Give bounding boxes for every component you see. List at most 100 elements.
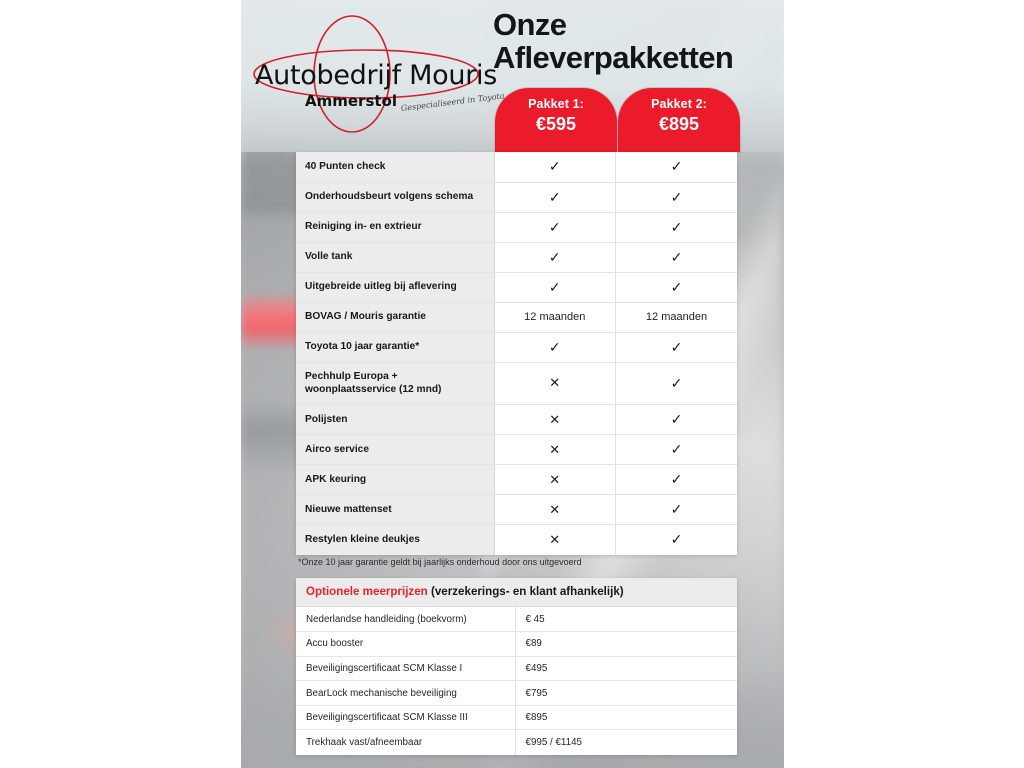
option-name: Trekhaak vast/afneembaar [296,729,516,755]
feature-value-p1: ✕ [494,524,616,555]
table-row: Beveiligingscertificaat SCM Klasse I €495 [296,656,737,682]
check-icon: ✓ [670,248,683,265]
option-price: €995 / €1145 [525,737,582,749]
table-row: Airco service ✕ ✓ [296,434,737,466]
feature-label: Restylen kleine deukjes [296,524,495,555]
optional-prices-table: Nederlandse handleiding (boekvorm) € 45 Ac… [296,607,737,755]
feature-value-p2: ✓ [615,494,737,526]
check-icon: ✓ [548,278,561,295]
feature-label: Volle tank [296,242,495,273]
feature-label: APK keuring [296,464,495,496]
feature-value-p1: ✓ [494,212,616,243]
logo-company-name: Autobedrijf Mouris [255,60,497,91]
check-icon: ✓ [548,218,561,235]
feature-label: Nieuwe mattenset [296,494,495,526]
check-icon: ✓ [670,411,683,428]
feature-label: Reiniging in- en extrieur [296,212,495,243]
feature-value-p2: ✓ [615,464,737,496]
logo-ellipses-icon [253,15,479,133]
cross-icon: ✕ [549,411,561,427]
table-row: Onderhoudsbeurt volgens schema ✓ ✓ [296,182,737,213]
feature-value-p2: ✓ [615,434,737,466]
cross-icon: ✕ [549,375,561,391]
feature-value-p2: ✓ [615,404,737,436]
page-title-line-1: Onze [493,7,567,42]
check-icon: ✓ [670,531,683,548]
feature-value-p2: ✓ [615,182,737,213]
check-icon: ✓ [548,158,561,175]
feature-value-p1: ✕ [494,434,616,466]
feature-value-p1: ✕ [494,494,616,526]
table-row: Beveiligingscertificaat SCM Klasse III €8… [296,705,737,731]
option-price: €795 [515,680,737,706]
check-icon: ✓ [670,158,683,175]
feature-value-p2: ✓ [615,242,737,273]
feature-value-p1: ✕ [494,362,616,406]
feature-value-p1: 12 maanden [494,302,616,333]
cross-icon: ✕ [549,471,561,487]
feature-label: Onderhoudsbeurt volgens schema [296,182,495,213]
check-icon: ✓ [670,441,683,458]
option-name: Accu booster [296,631,516,657]
feature-value-p2: ✓ [615,212,737,243]
table-row: Nieuwe mattenset ✕ ✓ [296,494,737,526]
company-logo: Autobedrijf Mouris Ammerstol Gespecialis… [251,12,505,140]
check-icon: ✓ [670,471,683,488]
feature-value-p1: ✕ [494,404,616,436]
feature-label: Polijsten [296,404,495,436]
option-name: BearLock mechanische beveiliging [296,680,516,706]
feature-value-p1: ✓ [494,242,616,273]
package-1-price: €595 [535,114,577,134]
table-row: Nederlandse handleiding (boekvorm) € 45 [296,607,737,633]
feature-value-p1: ✓ [494,182,616,213]
optional-prices-heading-accent: Optionele meerprijzen [306,585,428,598]
feature-value-p2: 12 maanden [615,302,737,333]
cross-icon: ✕ [549,441,561,457]
cross-icon: ✕ [549,531,561,547]
warranty-footnote: *Onze 10 jaar garantie geldt bij jaarlij… [298,557,582,567]
package-1-name: Pakket 1: [528,97,584,111]
delivery-packages-poster: Autobedrijf Mouris Ammerstol Gespecialis… [241,0,784,768]
poster-header: Autobedrijf Mouris Ammerstol Gespecialis… [241,0,784,152]
table-row: Restylen kleine deukjes ✕ ✓ [296,524,737,555]
feature-value-p1: ✕ [494,464,616,496]
option-price: €89 [515,631,737,657]
optional-prices-panel: Optionele meerprijzen (verzekerings- en … [296,578,737,755]
feature-value-p1: ✓ [494,152,616,183]
feature-value-p2: ✓ [615,332,737,363]
feature-value-p2: ✓ [615,152,737,183]
table-row: Accu booster €89 [296,631,737,657]
feature-value-p2: ✓ [615,362,737,406]
check-icon: ✓ [670,374,683,391]
table-row: 40 Punten check ✓ ✓ [296,152,737,183]
table-row: BOVAG / Mouris garantie 12 maanden 12 maan… [296,302,737,333]
option-price: € 45 [515,607,737,633]
table-row: Uitgebreide uitleg bij aflevering ✓ ✓ [296,272,737,303]
package-2-name: Pakket 2: [651,97,707,111]
package-card-1: Pakket 1: €595 [495,88,617,152]
feature-label: Uitgebreide uitleg bij aflevering [296,272,495,303]
feature-value-p2: ✓ [615,524,737,555]
page-title-line-2: Afleverpakketten [493,40,734,76]
table-row: BearLock mechanische beveiliging €795 [296,680,737,706]
package-card-2: Pakket 2: €895 [618,88,740,152]
check-icon: ✓ [670,501,683,518]
page-title: Onze Afleverpakketten [493,8,783,75]
cross-icon: ✕ [549,501,561,517]
feature-label: Toyota 10 jaar garantie* [296,332,495,363]
option-name: Nederlandse handleiding (boekvorm) [296,607,516,633]
optional-prices-table-body: Nederlandse handleiding (boekvorm) € 45 Ac… [296,607,737,755]
logo-town-name: Ammerstol [305,92,397,110]
feature-comparison-table: 40 Punten check ✓ ✓ Onderhoudsbeurt volgens… [296,152,737,555]
optional-prices-heading-rest: (verzekerings- en klant afhankelijk) [427,585,624,598]
check-icon: ✓ [548,188,561,205]
check-icon: ✓ [670,218,683,235]
table-row: Pechhulp Europa + woonplaatsservice (12 … [296,362,737,406]
check-icon: ✓ [670,278,683,295]
option-name: Beveiligingscertificaat SCM Klasse I [296,656,516,682]
check-icon: ✓ [548,248,561,265]
feature-value-p1: ✓ [494,272,616,303]
table-row: Reiniging in- en extrieur ✓ ✓ [296,212,737,243]
option-price: €495 [515,656,737,682]
